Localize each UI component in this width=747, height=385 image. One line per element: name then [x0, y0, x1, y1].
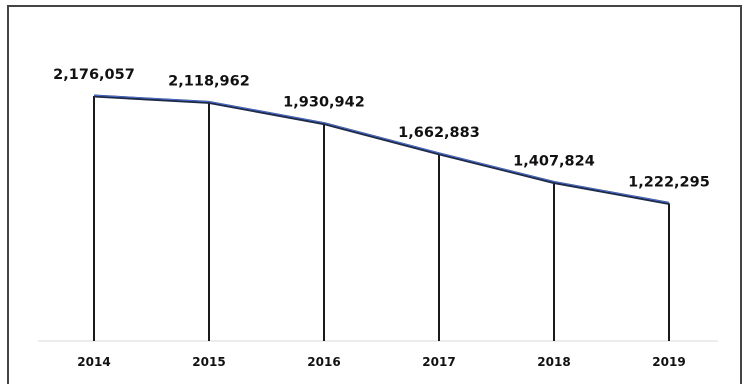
- x-tick-label-2015: 2015: [192, 355, 225, 369]
- drop-lines: [93, 96, 670, 341]
- x-tick-label-2017: 2017: [422, 355, 455, 369]
- data-label-2015: 2,118,962: [168, 73, 250, 89]
- series-line: [93, 94, 670, 205]
- series-line-group: [93, 94, 670, 205]
- series-line-highlight: [93, 94, 670, 204]
- x-tick-label-2014: 2014: [77, 355, 110, 369]
- data-label-2019: 1,222,295: [628, 174, 710, 190]
- data-label-2014: 2,176,057: [53, 67, 135, 83]
- x-axis-ticks: 2014 2015 2016 2017 2018 2019: [77, 355, 685, 369]
- x-tick-label-2018: 2018: [537, 355, 570, 369]
- data-label-2016: 1,930,942: [283, 95, 365, 111]
- data-label-2017: 1,662,883: [398, 125, 480, 141]
- frame-border: [7, 5, 742, 384]
- x-tick-label-2016: 2016: [307, 355, 340, 369]
- data-label-2018: 1,407,824: [513, 153, 595, 169]
- x-tick-label-2019: 2019: [652, 355, 685, 369]
- data-labels: 2,176,057 2,118,962 1,930,942 1,662,883 1,40…: [53, 67, 710, 190]
